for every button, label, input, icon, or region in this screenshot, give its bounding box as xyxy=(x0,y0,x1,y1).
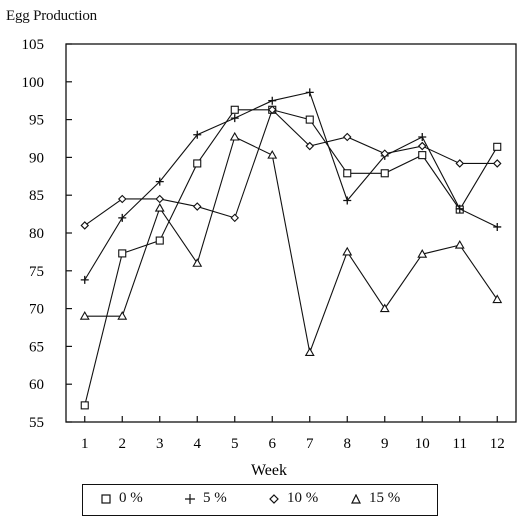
diamond-marker xyxy=(417,141,427,151)
plus-marker xyxy=(418,132,427,141)
legend: 0 % 5 % 10 % 15 % xyxy=(82,484,438,516)
plot-frame xyxy=(65,43,517,423)
plus-marker xyxy=(118,213,127,222)
y-tick-label: 55 xyxy=(29,415,44,431)
series-2 xyxy=(80,105,502,230)
x-tick-label: 7 xyxy=(306,436,314,452)
diamond-marker xyxy=(305,141,315,151)
y-tick-label: 70 xyxy=(29,302,44,318)
triangle-marker xyxy=(192,258,203,267)
triangle-marker xyxy=(492,294,503,304)
y-tick-label: 65 xyxy=(29,339,44,355)
triangle-marker xyxy=(342,246,353,256)
x-tick-label: 11 xyxy=(453,436,467,452)
y-tick-label: 75 xyxy=(29,264,44,280)
series-0 xyxy=(80,105,502,410)
y-tick-label: 60 xyxy=(29,377,44,393)
y-tick-label: 85 xyxy=(29,188,44,204)
legend-label: 10 % xyxy=(287,490,319,506)
square-marker xyxy=(80,401,89,410)
diamond-marker xyxy=(80,221,90,230)
plus-marker xyxy=(455,204,464,213)
series-line xyxy=(84,136,498,355)
legend-label: 0 % xyxy=(119,490,143,506)
diamond-marker xyxy=(155,194,165,204)
square-marker xyxy=(305,115,314,124)
triangle-marker xyxy=(417,249,428,258)
plus-marker xyxy=(343,196,352,205)
y-tick-label: 95 xyxy=(29,113,44,129)
y-axis: 55 60 65 70 75 80 85 90 95 100 105 xyxy=(22,37,72,431)
series-line xyxy=(84,109,498,406)
diamond-marker xyxy=(455,159,465,168)
square-marker xyxy=(343,169,352,178)
triangle-marker xyxy=(117,311,128,320)
series-group xyxy=(79,88,503,410)
x-tick-label: 5 xyxy=(231,436,239,452)
y-tick-label: 80 xyxy=(29,226,44,242)
square-marker xyxy=(380,169,389,178)
x-tick-label: 12 xyxy=(490,436,505,452)
plus-marker xyxy=(305,88,314,97)
y-axis-label: Egg Production xyxy=(6,8,97,24)
square-marker-icon xyxy=(101,494,111,504)
diamond-marker xyxy=(492,159,502,168)
legend-item-0: 0 % xyxy=(101,490,143,507)
x-tick-label: 9 xyxy=(381,436,389,452)
y-tick-label: 100 xyxy=(22,75,45,91)
square-marker xyxy=(230,105,239,114)
square-marker xyxy=(193,159,202,168)
plus-marker xyxy=(230,114,239,123)
x-tick-label: 4 xyxy=(194,436,202,452)
legend-item-3: 15 % xyxy=(351,490,400,507)
square-marker xyxy=(418,151,427,160)
x-tick-label: 2 xyxy=(119,436,127,452)
diamond-marker xyxy=(117,194,127,204)
x-axis-label: Week xyxy=(251,462,287,479)
triangle-marker-icon xyxy=(351,493,361,504)
triangle-marker xyxy=(229,131,240,141)
legend-item-1: 5 % xyxy=(185,490,227,507)
legend-label: 5 % xyxy=(203,490,227,506)
plus-marker xyxy=(193,130,202,139)
triangle-marker xyxy=(154,202,165,212)
diamond-marker xyxy=(267,105,277,115)
x-tick-label: 8 xyxy=(344,436,352,452)
diamond-marker xyxy=(380,149,390,158)
x-axis: 1 2 3 4 5 6 7 8 9 10 11 12 xyxy=(81,416,505,452)
plus-marker xyxy=(493,222,502,231)
triangle-marker xyxy=(267,150,278,159)
diamond-marker xyxy=(192,202,202,211)
diamond-marker xyxy=(230,213,240,223)
plus-marker xyxy=(155,177,164,186)
series-line xyxy=(84,108,498,226)
plus-marker-icon xyxy=(185,494,195,504)
triangle-marker xyxy=(304,347,315,356)
series-3 xyxy=(79,131,503,356)
x-tick-label: 6 xyxy=(269,436,277,452)
square-marker xyxy=(155,236,164,245)
diamond-marker-icon xyxy=(269,494,279,504)
square-marker xyxy=(493,142,502,151)
triangle-marker xyxy=(454,239,465,249)
plus-marker xyxy=(268,96,277,105)
diamond-marker xyxy=(342,132,352,142)
x-tick-label: 1 xyxy=(81,436,89,452)
plus-marker xyxy=(80,275,89,284)
triangle-marker xyxy=(79,311,90,320)
y-tick-label: 105 xyxy=(22,37,45,53)
square-marker xyxy=(118,249,127,258)
triangle-marker xyxy=(379,303,390,313)
legend-item-2: 10 % xyxy=(269,490,318,507)
x-tick-label: 10 xyxy=(415,436,430,452)
y-tick-label: 90 xyxy=(29,150,44,166)
legend-label: 15 % xyxy=(369,490,401,506)
x-tick-label: 3 xyxy=(156,436,164,452)
